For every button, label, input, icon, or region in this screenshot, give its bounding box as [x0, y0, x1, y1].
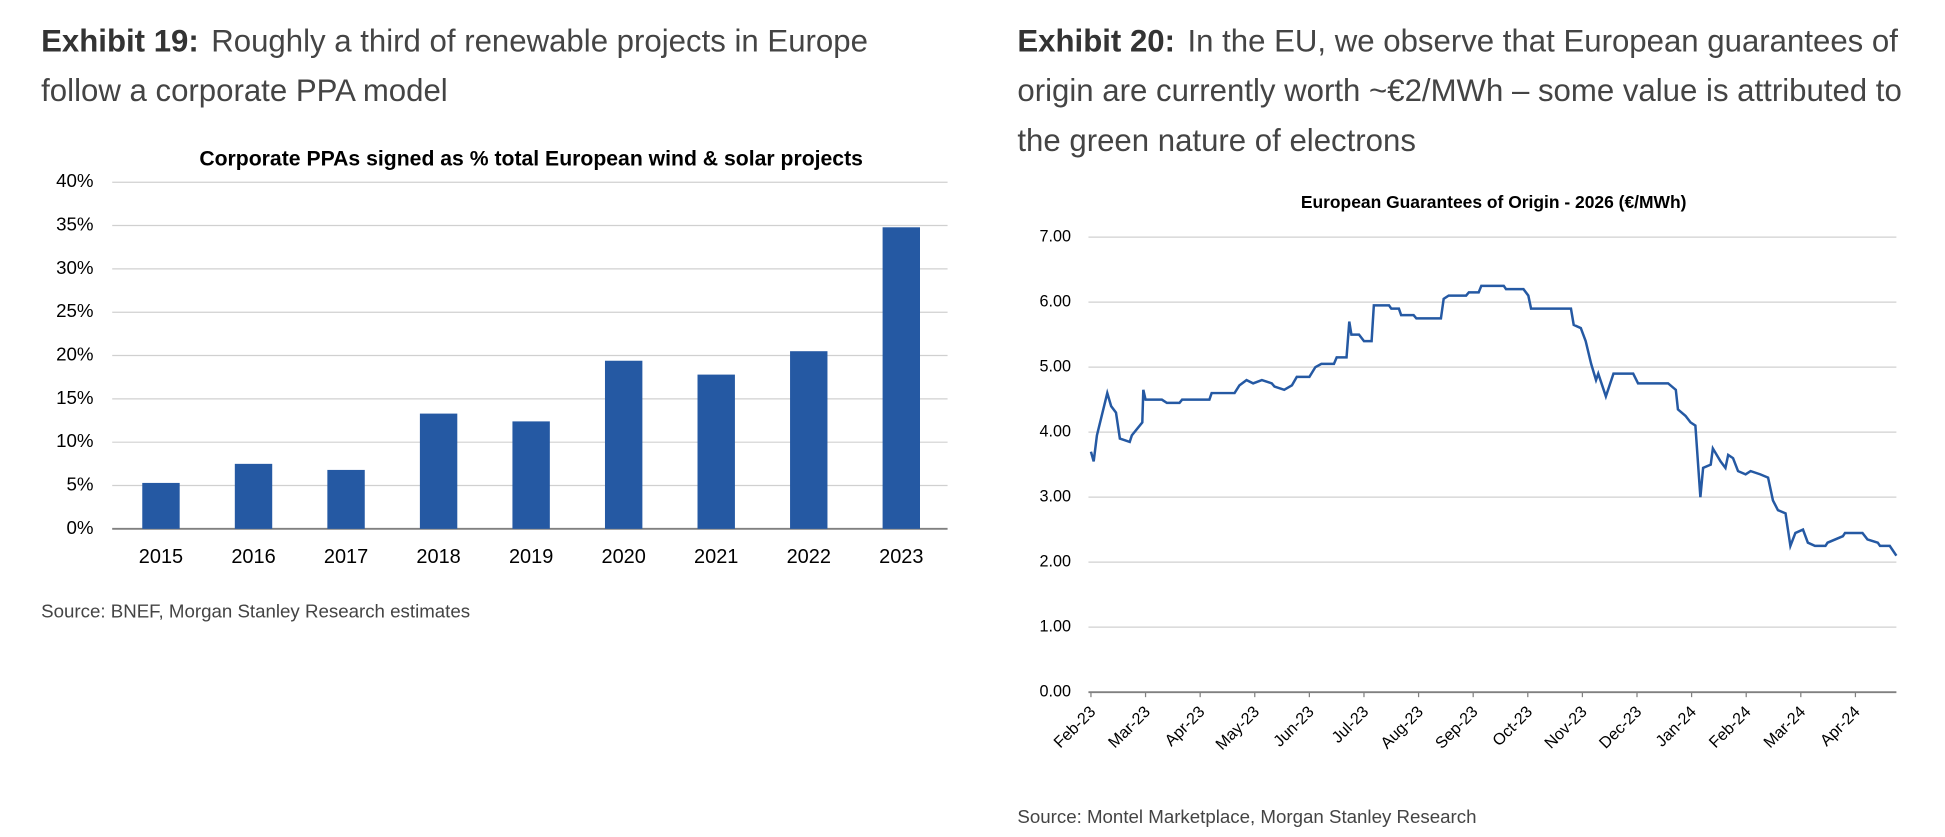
y-tick-label: 7.00	[1039, 227, 1071, 245]
x-tick-label: Mar-23	[1105, 703, 1154, 752]
bar	[790, 351, 828, 529]
x-tick-label: 2022	[787, 546, 831, 568]
y-tick-label: 3.00	[1039, 487, 1071, 505]
x-tick-label: Apr-23	[1161, 703, 1208, 750]
x-tick-label: Mar-24	[1760, 703, 1809, 752]
x-tick-label: 2021	[694, 546, 738, 568]
bar	[327, 469, 365, 529]
y-tick-label: 5%	[66, 473, 93, 494]
bar	[234, 463, 273, 529]
y-tick-label: 20%	[56, 343, 93, 364]
x-tick-label: 2019	[509, 546, 553, 568]
x-tick-label: 2023	[879, 546, 923, 568]
x-tick-label: 2020	[601, 546, 645, 568]
y-tick-label: 10%	[56, 430, 93, 451]
source: Source: BNEF, Morgan Stanley Research es…	[41, 600, 470, 621]
y-tick-label: 0%	[66, 517, 93, 538]
source: Source: Montel Marketplace, Morgan Stanl…	[1017, 806, 1476, 827]
x-tick-label: 2018	[416, 546, 460, 568]
y-tick-label: 5.00	[1039, 357, 1071, 375]
x-tick-label: Jun-23	[1270, 703, 1318, 751]
x-tick-label: 2017	[324, 546, 368, 568]
bar	[142, 482, 180, 529]
exhibit-title: Roughly a third of renewable projects in…	[41, 23, 868, 109]
x-tick-label: 2016	[231, 546, 275, 568]
bar	[419, 413, 458, 529]
x-tick-label: Nov-23	[1541, 703, 1591, 753]
x-tick-label: Feb-23	[1050, 703, 1099, 752]
exhibit-label: Exhibit 19:	[41, 23, 199, 59]
x-tick-label: 2015	[139, 546, 183, 568]
x-tick-label: Jul-23	[1328, 703, 1372, 747]
exhibit-label: Exhibit 20:	[1017, 23, 1176, 59]
y-tick-label: 35%	[56, 213, 93, 234]
y-tick-label: 4.00	[1039, 422, 1071, 440]
y-tick-label: 6.00	[1039, 292, 1071, 310]
line-series	[1089, 284, 1898, 557]
y-tick-label: 30%	[56, 257, 93, 278]
chart-title: European Guarantees of Origin - 2026 (€/…	[1301, 192, 1687, 212]
x-tick-label: Apr-24	[1817, 703, 1864, 750]
x-tick-label: Oct-23	[1489, 703, 1536, 750]
y-tick-label: 25%	[56, 300, 93, 321]
bar	[882, 227, 920, 529]
exhibit-title: In the EU, we observe that European guar…	[1017, 23, 1902, 159]
header-right: Exhibit 20: In the EU, we observe that Eu…	[1017, 23, 1902, 159]
x-tick-label: Jan-24	[1652, 703, 1700, 751]
x-tick-label: Sep-23	[1432, 703, 1482, 753]
chart-title: Corporate PPAs signed as % total Europea…	[199, 147, 863, 170]
x-tick-label: May-23	[1212, 703, 1263, 754]
bar	[604, 360, 643, 529]
y-tick-label: 1.00	[1039, 617, 1071, 635]
bar	[512, 421, 550, 529]
y-tick-label: 2.00	[1039, 552, 1071, 570]
bar	[697, 374, 735, 529]
y-tick-label: 15%	[56, 387, 93, 408]
x-tick-label: Dec-23	[1596, 703, 1646, 753]
x-tick-label: Aug-23	[1377, 703, 1427, 753]
x-tick-label: Feb-24	[1706, 703, 1755, 752]
y-tick-label: 0.00	[1039, 682, 1071, 700]
y-tick-label: 40%	[56, 170, 93, 191]
header-left: Exhibit 19: Roughly a third of renewable …	[41, 23, 868, 109]
